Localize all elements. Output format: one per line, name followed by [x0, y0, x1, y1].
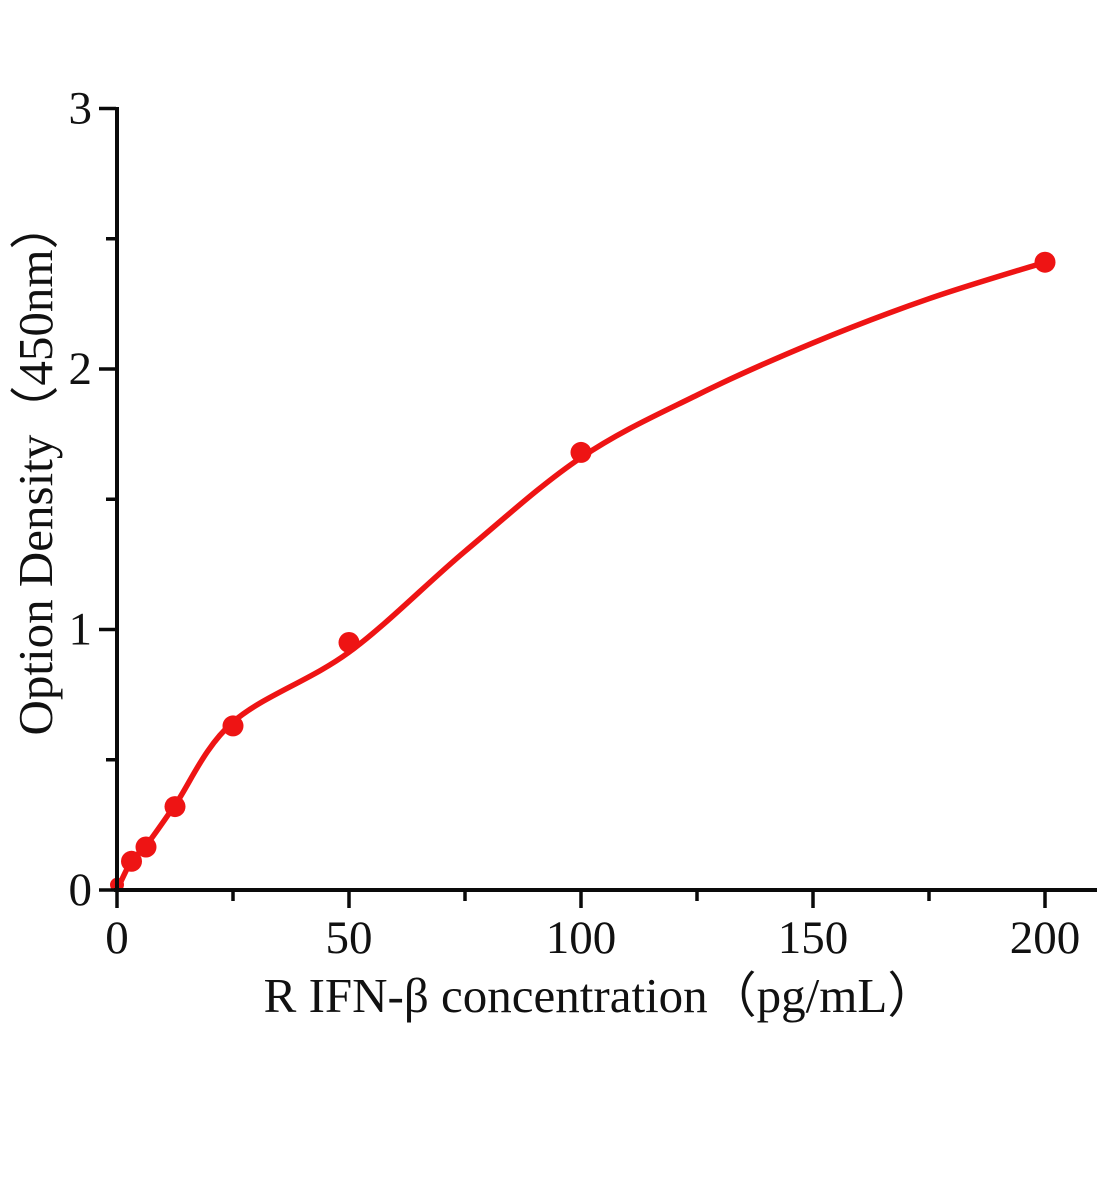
y-tick-label: 2 — [69, 343, 93, 395]
data-point — [338, 632, 360, 653]
x-tick-label: 150 — [778, 912, 849, 964]
plot-layer: 0 50 100 150 200 0 1 2 3 — [69, 83, 1097, 964]
data-point — [135, 836, 157, 858]
fit-curve — [114, 259, 1048, 893]
y-tick-label: 0 — [69, 864, 93, 916]
y-axis-title: Option Density（450nm） — [8, 201, 63, 736]
y-tick-label: 3 — [69, 83, 93, 135]
data-point — [1034, 251, 1056, 273]
data-point — [164, 796, 186, 818]
x-tick-label: 100 — [546, 912, 617, 964]
x-axis-title: R IFN-β concentration（pg/mL） — [264, 968, 937, 1023]
data-point — [121, 850, 142, 872]
y-tick-label: 1 — [69, 604, 93, 656]
data-point — [570, 441, 592, 463]
x-tick-label: 0 — [105, 912, 129, 964]
x-tick-label: 50 — [326, 912, 373, 964]
data-point — [222, 715, 244, 737]
x-tick-label: 200 — [1010, 912, 1081, 964]
